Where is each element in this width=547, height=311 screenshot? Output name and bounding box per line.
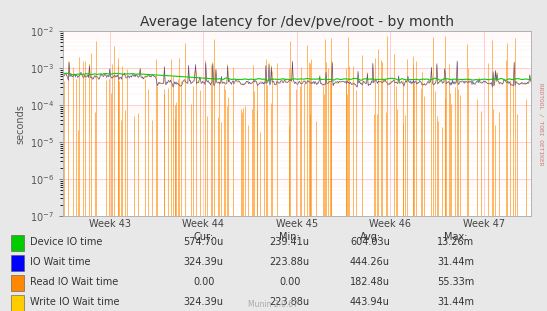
Text: 239.41u: 239.41u bbox=[270, 238, 310, 248]
Text: Device IO time: Device IO time bbox=[30, 238, 102, 248]
Text: 223.88u: 223.88u bbox=[270, 297, 310, 307]
Text: 13.26m: 13.26m bbox=[437, 238, 474, 248]
Text: 31.44m: 31.44m bbox=[437, 257, 474, 267]
Text: Min:: Min: bbox=[279, 232, 300, 242]
Text: Read IO Wait time: Read IO Wait time bbox=[30, 277, 118, 287]
Text: Max:: Max: bbox=[444, 232, 468, 242]
Text: 604.03u: 604.03u bbox=[350, 238, 390, 248]
Text: Write IO Wait time: Write IO Wait time bbox=[30, 297, 119, 307]
Text: 324.39u: 324.39u bbox=[184, 297, 224, 307]
Text: 443.94u: 443.94u bbox=[350, 297, 390, 307]
Text: 0.00: 0.00 bbox=[193, 277, 214, 287]
Text: 55.33m: 55.33m bbox=[437, 277, 474, 287]
Text: 182.48u: 182.48u bbox=[350, 277, 390, 287]
Bar bbox=[11, 235, 24, 252]
Text: 574.70u: 574.70u bbox=[184, 238, 224, 248]
Bar bbox=[11, 295, 24, 311]
Bar bbox=[11, 255, 24, 271]
Text: 324.39u: 324.39u bbox=[184, 257, 224, 267]
Text: 223.88u: 223.88u bbox=[270, 257, 310, 267]
Text: 444.26u: 444.26u bbox=[350, 257, 390, 267]
Text: 0.00: 0.00 bbox=[279, 277, 300, 287]
Text: Munin 2.0.67: Munin 2.0.67 bbox=[248, 300, 299, 309]
Title: Average latency for /dev/pve/root - by month: Average latency for /dev/pve/root - by m… bbox=[139, 15, 454, 29]
Text: IO Wait time: IO Wait time bbox=[30, 257, 90, 267]
Text: Avg:: Avg: bbox=[359, 232, 381, 242]
Y-axis label: seconds: seconds bbox=[15, 104, 26, 144]
Text: RRDTOOL / TOBI OETIKER: RRDTOOL / TOBI OETIKER bbox=[538, 83, 543, 166]
Bar bbox=[11, 275, 24, 291]
Text: 31.44m: 31.44m bbox=[437, 297, 474, 307]
Text: Cur:: Cur: bbox=[194, 232, 214, 242]
